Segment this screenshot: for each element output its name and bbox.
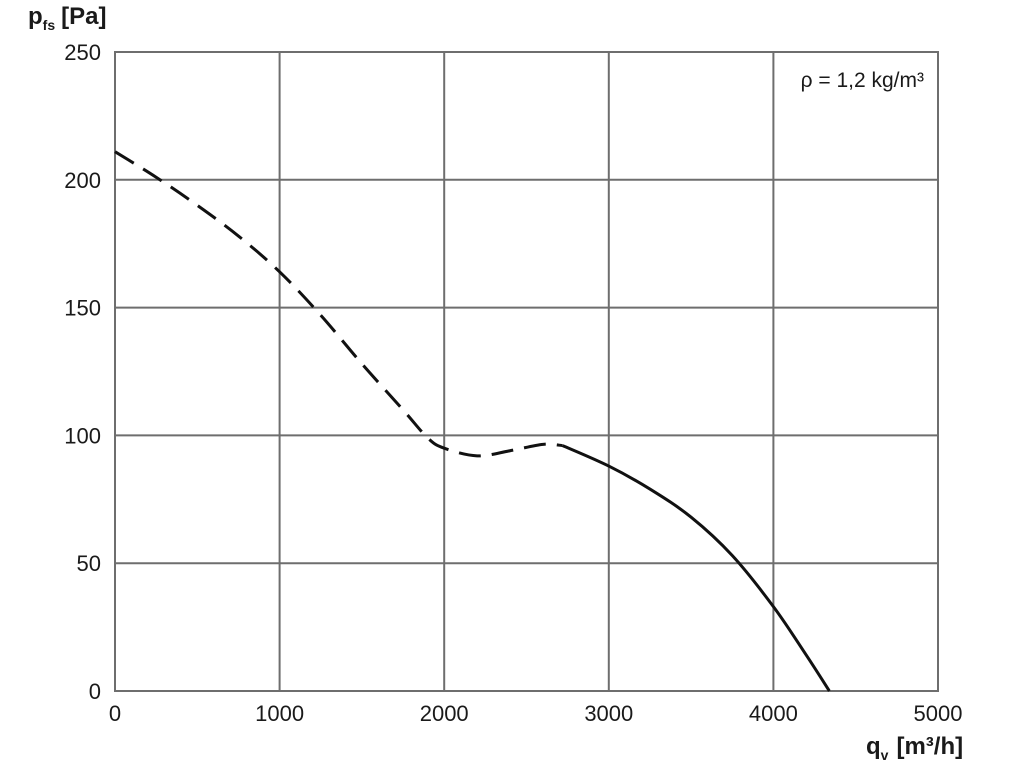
x-tick-label: 1000: [255, 701, 304, 726]
y-tick-labels: 0 50 100 150 200 250: [64, 40, 101, 704]
y-tick-label: 250: [64, 40, 101, 65]
y-axis-label-subscript: fs: [43, 17, 56, 33]
x-tick-label: 0: [109, 701, 121, 726]
y-tick-label: 0: [89, 679, 101, 704]
curve-dashed-segment: [114, 150, 563, 458]
y-tick-label: 100: [64, 423, 101, 448]
x-axis-label-unit: [m³/h]: [896, 733, 963, 760]
x-axis-label: qv [m³/h]: [866, 733, 963, 763]
x-tick-label: 3000: [584, 701, 633, 726]
x-tick-label: 4000: [749, 701, 798, 726]
y-tick-label: 50: [77, 551, 101, 576]
density-annotation: ρ = 1,2 kg/m³: [801, 69, 924, 92]
grid-lines: [114, 51, 939, 692]
x-tick-labels: 0 1000 2000 3000 4000 5000: [109, 701, 963, 726]
curve-series: [114, 150, 831, 692]
x-tick-label: 2000: [420, 701, 469, 726]
y-axis-label: pfs [Pa]: [28, 3, 106, 33]
x-tick-label: 5000: [914, 701, 963, 726]
x-axis-label-subscript: v: [881, 747, 889, 763]
curve-solid-segment: [562, 444, 831, 692]
plot-frame: [114, 51, 939, 692]
y-axis-label-unit: [Pa]: [61, 3, 106, 30]
y-tick-label: 200: [64, 168, 101, 193]
y-tick-label: 150: [64, 296, 101, 321]
